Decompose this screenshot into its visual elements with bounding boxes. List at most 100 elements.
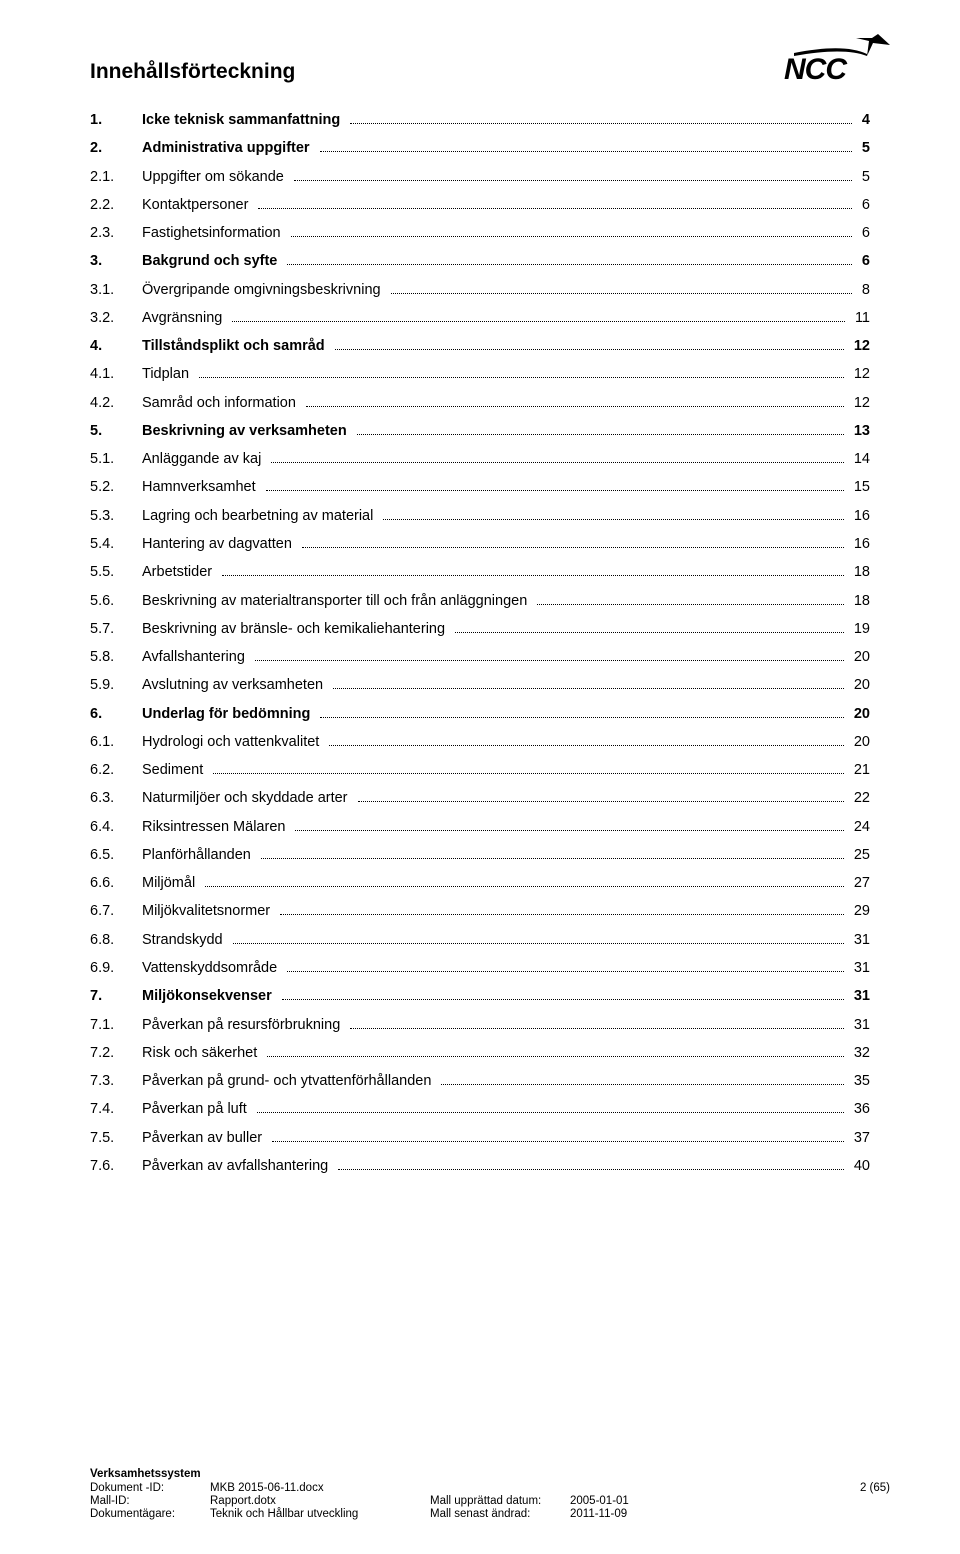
toc-entry-page: 5	[856, 134, 870, 162]
toc-leader-dots	[222, 575, 844, 576]
toc-entry: 3.2.Avgränsning 11	[90, 304, 870, 332]
toc-entry-label: Icke teknisk sammanfattning	[142, 106, 346, 134]
toc-entry-label: Påverkan på grund- och ytvattenförhållan…	[142, 1067, 437, 1095]
toc-leader-dots	[267, 1056, 844, 1057]
toc-entry-number: 3.1.	[90, 276, 142, 304]
toc-entry-label: Planförhållanden	[142, 841, 257, 869]
toc-entry: 5.6.Beskrivning av materialtransporter t…	[90, 587, 870, 615]
toc-entry: 5.3.Lagring och bearbetning av material1…	[90, 502, 870, 530]
toc-entry: 7.6.Påverkan av avfallshantering 40	[90, 1152, 870, 1180]
toc-entry-label: Hantering av dagvatten	[142, 530, 298, 558]
toc-entry-page: 37	[848, 1124, 870, 1152]
toc-entry: 7.1.Påverkan på resursförbrukning31	[90, 1011, 870, 1039]
toc-leader-dots	[358, 801, 844, 802]
toc-leader-dots	[282, 999, 844, 1000]
toc-entry-number: 6.4.	[90, 813, 142, 841]
toc-entry-page: 19	[848, 615, 870, 643]
toc-entry-number: 6.8.	[90, 926, 142, 954]
toc-entry-label: Tillståndsplikt och samråd	[142, 332, 331, 360]
toc-entry: 6.3.Naturmiljöer och skyddade arter22	[90, 784, 870, 812]
toc-leader-dots	[213, 773, 844, 774]
toc-entry: 2.Administrativa uppgifter5	[90, 134, 870, 162]
toc-entry-label: Lagring och bearbetning av material	[142, 502, 379, 530]
toc-leader-dots	[272, 1141, 844, 1142]
table-of-contents: 1.Icke teknisk sammanfattning 42.Administ…	[90, 106, 870, 1180]
toc-entry-label: Påverkan på resursförbrukning	[142, 1011, 346, 1039]
toc-entry: 6.4.Riksintressen Mälaren24	[90, 813, 870, 841]
toc-entry-number: 7.3.	[90, 1067, 142, 1095]
footer-page-indicator	[670, 1495, 890, 1507]
toc-entry-label: Fastighetsinformation	[142, 219, 287, 247]
toc-entry-page: 4	[856, 106, 870, 134]
toc-entry: 1.Icke teknisk sammanfattning 4	[90, 106, 870, 134]
toc-entry-page: 29	[848, 897, 870, 925]
toc-entry-number: 5.7.	[90, 615, 142, 643]
footer-value	[570, 1482, 670, 1494]
toc-entry-number: 1.	[90, 106, 142, 134]
footer-page-indicator	[670, 1508, 890, 1520]
toc-leader-dots	[280, 914, 844, 915]
toc-entry-number: 5.4.	[90, 530, 142, 558]
toc-entry-label: Miljömål	[142, 869, 201, 897]
document-footer: Verksamhetssystem Dokument -ID:MKB 2015-…	[90, 1468, 890, 1520]
toc-entry: 3.Bakgrund och syfte6	[90, 247, 870, 275]
toc-entry-number: 5.	[90, 417, 142, 445]
toc-entry-number: 3.2.	[90, 304, 142, 332]
toc-entry-label: Strandskydd	[142, 926, 229, 954]
toc-entry-page: 12	[848, 360, 870, 388]
toc-leader-dots	[455, 632, 844, 633]
toc-entry-page: 11	[849, 304, 870, 332]
toc-entry: 6.1.Hydrologi och vattenkvalitet20	[90, 728, 870, 756]
toc-entry: 3.1.Övergripande omgivningsbeskrivning 8	[90, 276, 870, 304]
toc-entry: 6.6.Miljömål27	[90, 869, 870, 897]
toc-entry: 5.9.Avslutning av verksamheten20	[90, 671, 870, 699]
toc-entry-page: 18	[848, 587, 870, 615]
toc-leader-dots	[266, 490, 844, 491]
toc-entry-number: 5.3.	[90, 502, 142, 530]
toc-entry-page: 40	[848, 1152, 870, 1180]
toc-entry-label: Sediment	[142, 756, 209, 784]
ncc-logo: NCC	[760, 34, 890, 89]
toc-entry: 4.2.Samråd och information12	[90, 389, 870, 417]
toc-entry-page: 8	[856, 276, 870, 304]
toc-entry-number: 5.9.	[90, 671, 142, 699]
toc-entry-label: Hydrologi och vattenkvalitet	[142, 728, 325, 756]
toc-entry: 6.2.Sediment21	[90, 756, 870, 784]
toc-entry: 6.7.Miljökvalitetsnormer29	[90, 897, 870, 925]
toc-entry: 4.1.Tidplan 12	[90, 360, 870, 388]
toc-entry-page: 36	[848, 1095, 870, 1123]
toc-entry: 2.1.Uppgifter om sökande5	[90, 163, 870, 191]
toc-entry: 5.7.Beskrivning av bränsle- och kemikali…	[90, 615, 870, 643]
toc-entry-label: Övergripande omgivningsbeskrivning	[142, 276, 387, 304]
footer-value: MKB 2015-06-11.docx	[210, 1482, 430, 1494]
toc-leader-dots	[291, 236, 852, 237]
toc-entry-label: Påverkan av avfallshantering	[142, 1152, 334, 1180]
toc-entry-page: 27	[848, 869, 870, 897]
toc-entry: 7.3.Påverkan på grund- och ytvattenförhå…	[90, 1067, 870, 1095]
footer-label	[430, 1482, 570, 1494]
toc-entry-label: Avgränsning	[142, 304, 228, 332]
toc-leader-dots	[232, 321, 845, 322]
toc-entry-page: 13	[848, 417, 870, 445]
toc-entry: 4.Tillståndsplikt och samråd12	[90, 332, 870, 360]
toc-entry-page: 5	[856, 163, 870, 191]
toc-entry-number: 4.1.	[90, 360, 142, 388]
toc-entry-number: 7.1.	[90, 1011, 142, 1039]
toc-entry: 5.2.Hamnverksamhet15	[90, 473, 870, 501]
toc-entry-page: 24	[848, 813, 870, 841]
toc-entry: 6.5.Planförhållanden25	[90, 841, 870, 869]
toc-entry-number: 5.8.	[90, 643, 142, 671]
toc-entry-page: 6	[856, 219, 870, 247]
toc-entry-number: 7.6.	[90, 1152, 142, 1180]
toc-entry: 6.9.Vattenskyddsområde31	[90, 954, 870, 982]
footer-heading: Verksamhetssystem	[90, 1468, 890, 1480]
toc-entry-page: 15	[848, 473, 870, 501]
toc-entry-page: 16	[848, 530, 870, 558]
toc-entry: 7.2.Risk och säkerhet32	[90, 1039, 870, 1067]
toc-leader-dots	[258, 208, 852, 209]
toc-entry-label: Arbetstider	[142, 558, 218, 586]
footer-label: Mall-ID:	[90, 1495, 210, 1507]
toc-leader-dots	[255, 660, 844, 661]
toc-entry: 5.4.Hantering av dagvatten 16	[90, 530, 870, 558]
toc-entry-label: Tidplan	[142, 360, 195, 388]
